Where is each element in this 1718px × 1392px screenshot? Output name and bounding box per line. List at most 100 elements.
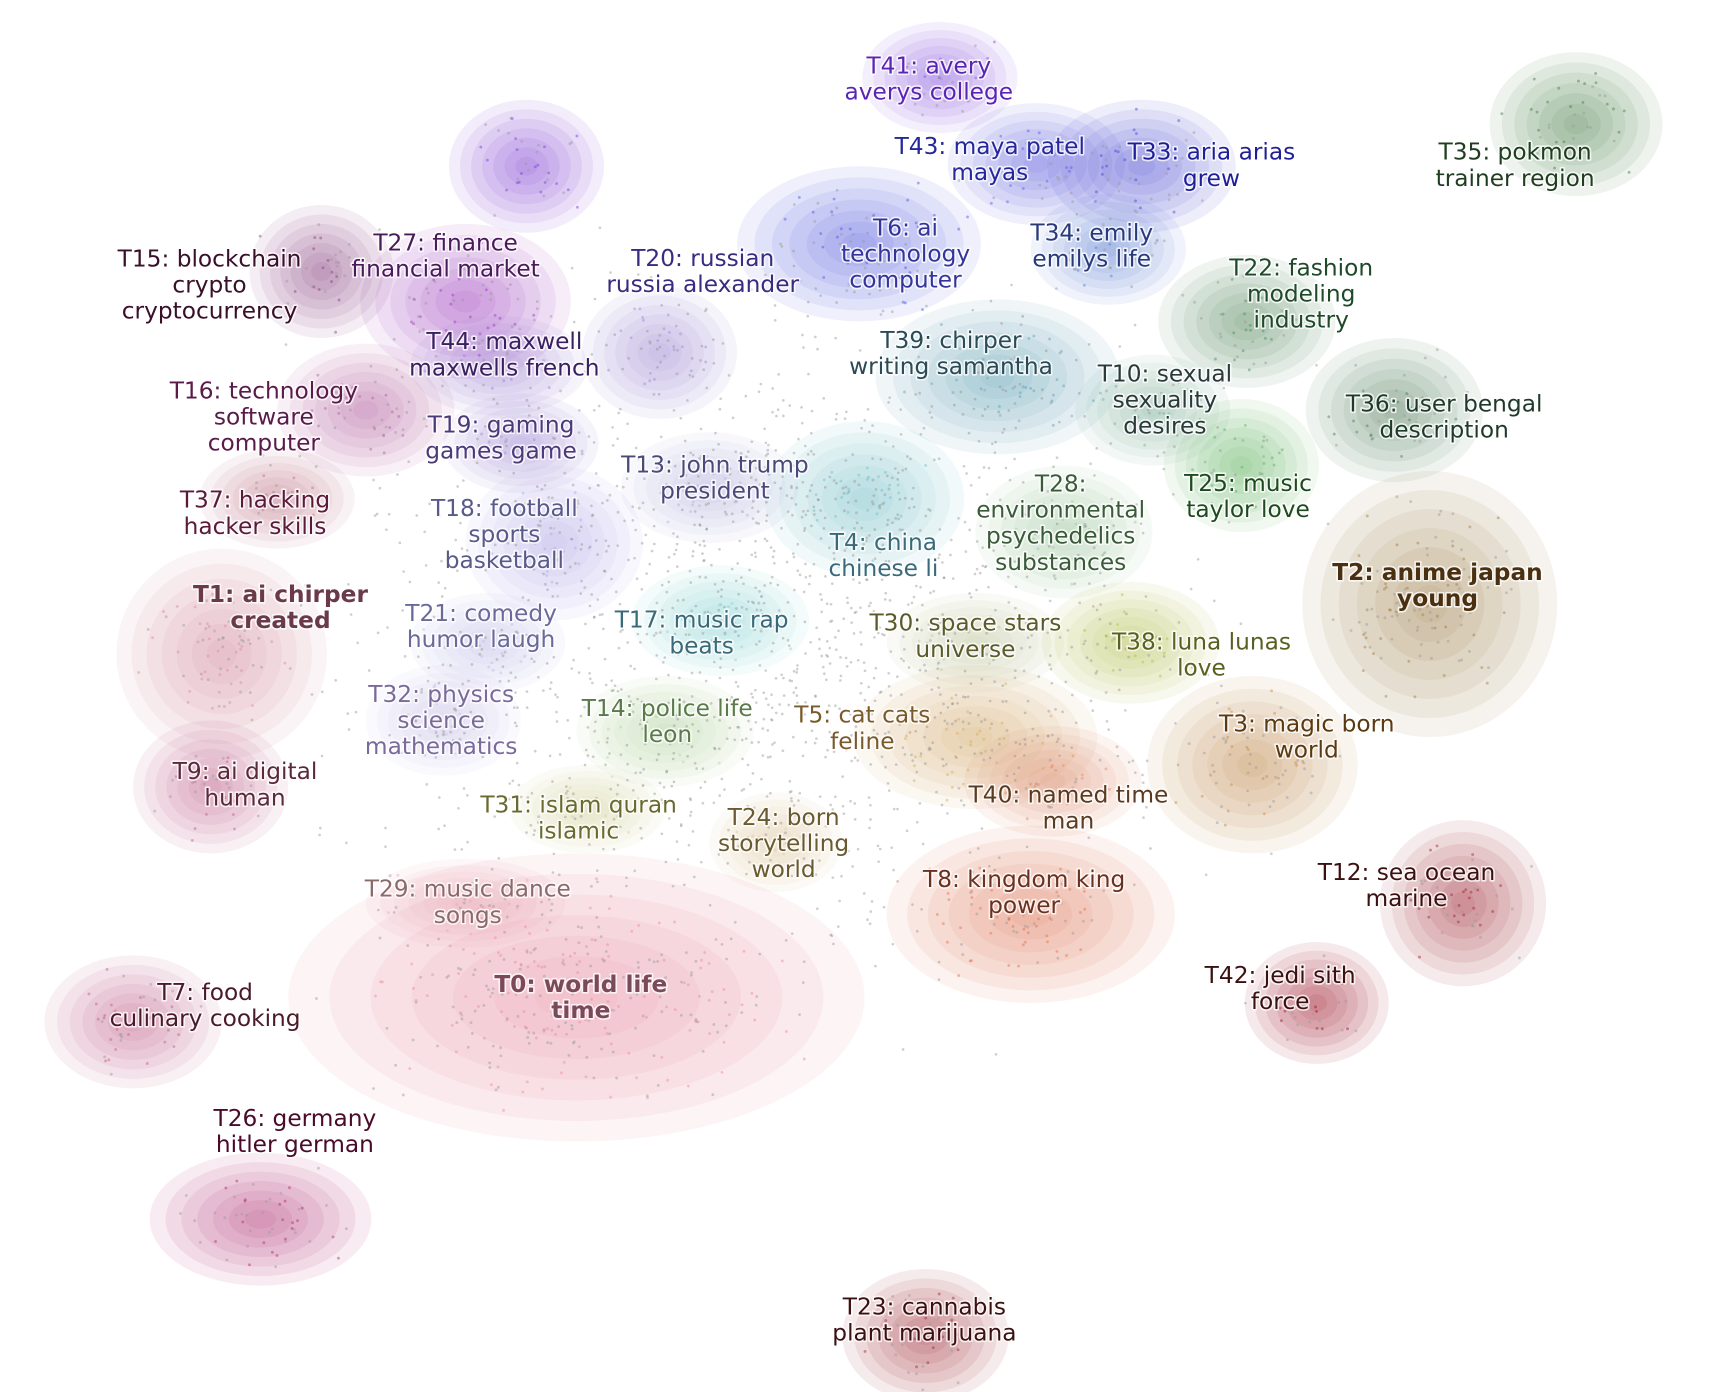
topic-label: basketball [445, 547, 564, 574]
point [616, 510, 620, 514]
point [658, 333, 662, 337]
point [374, 994, 377, 998]
point [643, 382, 647, 386]
point [1406, 593, 1409, 597]
point [901, 1339, 905, 1343]
point [529, 447, 532, 450]
point [938, 553, 941, 556]
point [1020, 646, 1023, 650]
point [973, 752, 976, 755]
point [1430, 656, 1433, 660]
point [481, 905, 485, 909]
point [877, 475, 880, 479]
point [704, 345, 708, 349]
point [347, 242, 351, 246]
point [801, 754, 805, 758]
density-contour [601, 691, 729, 772]
point [1235, 355, 1239, 359]
point [1074, 358, 1078, 362]
point [666, 520, 670, 524]
point [1021, 481, 1025, 484]
point [1028, 645, 1032, 649]
point [442, 733, 446, 737]
point [287, 1186, 291, 1190]
point [987, 662, 991, 666]
density-contour [707, 612, 734, 629]
point [751, 506, 754, 510]
point [795, 486, 799, 490]
point [855, 521, 859, 525]
point [518, 967, 522, 971]
point [700, 344, 704, 348]
point [665, 770, 669, 774]
point [658, 345, 662, 349]
point [1301, 759, 1305, 763]
point [512, 471, 516, 475]
point [712, 362, 716, 365]
point [1059, 867, 1062, 871]
density-contour [290, 243, 353, 301]
point [1339, 982, 1343, 985]
topic-label: president [660, 477, 770, 504]
point [396, 473, 399, 476]
point [384, 393, 388, 397]
point [1023, 737, 1027, 741]
point [1397, 600, 1401, 604]
point [1383, 397, 1387, 401]
point [137, 670, 141, 674]
point [1062, 384, 1066, 388]
point [323, 290, 327, 294]
point [550, 515, 554, 519]
point [856, 847, 860, 851]
point [652, 799, 655, 802]
point [733, 714, 737, 718]
point [603, 959, 606, 963]
point [532, 1013, 536, 1016]
point [881, 502, 885, 506]
point [1462, 557, 1466, 561]
point [641, 979, 645, 983]
point [321, 511, 325, 515]
point [403, 655, 407, 658]
point [941, 561, 944, 564]
point [1232, 331, 1236, 335]
point [1014, 527, 1018, 531]
point [1435, 348, 1439, 352]
density-contour [853, 664, 1098, 810]
point [542, 359, 546, 363]
topic-label: T10: sexual [1097, 361, 1232, 388]
point [970, 896, 974, 900]
point [413, 894, 416, 898]
point [671, 757, 675, 761]
density-contour [912, 607, 1039, 679]
point [194, 790, 197, 794]
point [500, 652, 504, 656]
point [457, 806, 460, 810]
density-contour [631, 565, 810, 677]
point [609, 1095, 612, 1099]
point [1048, 805, 1052, 809]
point [937, 1316, 940, 1320]
point [497, 907, 501, 911]
topic-label: world [752, 856, 816, 883]
point [950, 722, 954, 726]
point [372, 1087, 375, 1090]
density-contour [520, 771, 654, 848]
point [737, 592, 741, 596]
point [689, 510, 693, 513]
point [1399, 603, 1403, 607]
point [825, 639, 829, 643]
point [240, 669, 243, 672]
point [1106, 178, 1110, 182]
point [1425, 547, 1429, 550]
point [830, 470, 834, 474]
point [1443, 375, 1447, 379]
point [554, 1033, 558, 1036]
topic-label: maxwells french [409, 354, 599, 381]
point [580, 452, 584, 456]
point [1067, 169, 1071, 173]
point [942, 702, 945, 706]
density-contour [718, 799, 833, 886]
point [697, 475, 700, 478]
point [1509, 587, 1513, 591]
